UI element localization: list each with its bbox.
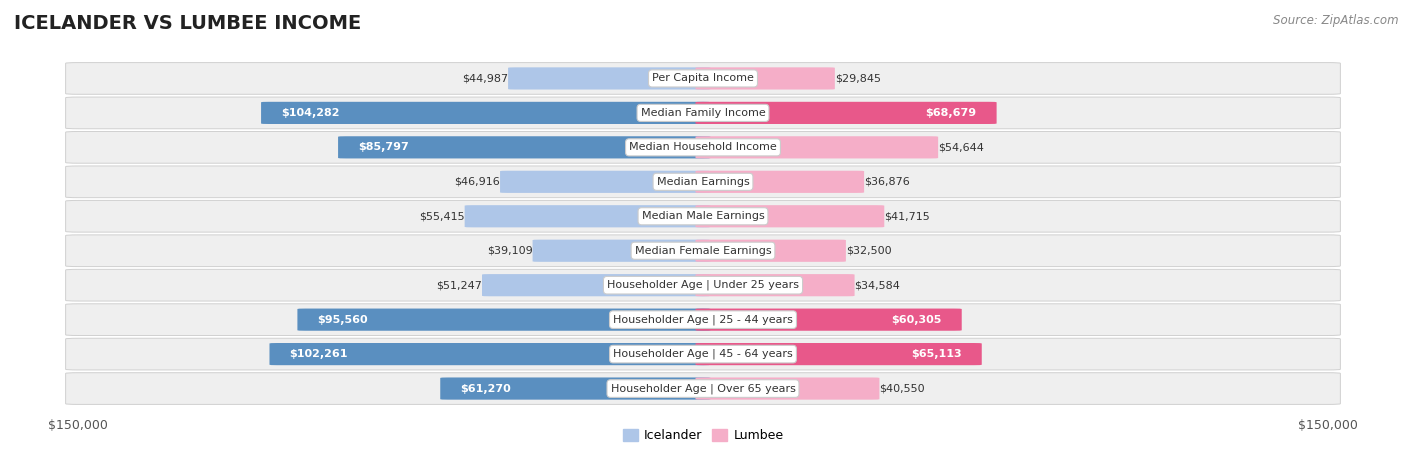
- FancyBboxPatch shape: [440, 377, 710, 400]
- FancyBboxPatch shape: [696, 102, 997, 124]
- FancyBboxPatch shape: [696, 309, 962, 331]
- Text: Median Earnings: Median Earnings: [657, 177, 749, 187]
- FancyBboxPatch shape: [262, 102, 710, 124]
- Text: $46,916: $46,916: [454, 177, 501, 187]
- FancyBboxPatch shape: [696, 377, 879, 400]
- FancyBboxPatch shape: [66, 373, 1340, 404]
- FancyBboxPatch shape: [66, 200, 1340, 232]
- Text: Per Capita Income: Per Capita Income: [652, 73, 754, 84]
- Text: Householder Age | Under 25 years: Householder Age | Under 25 years: [607, 280, 799, 290]
- Text: $102,261: $102,261: [290, 349, 349, 359]
- FancyBboxPatch shape: [533, 240, 710, 262]
- Text: Householder Age | Over 65 years: Householder Age | Over 65 years: [610, 383, 796, 394]
- Text: $61,270: $61,270: [460, 383, 510, 394]
- FancyBboxPatch shape: [482, 274, 710, 296]
- Legend: Icelander, Lumbee: Icelander, Lumbee: [617, 425, 789, 447]
- Text: $39,109: $39,109: [486, 246, 533, 256]
- Text: Median Family Income: Median Family Income: [641, 108, 765, 118]
- Text: $95,560: $95,560: [318, 315, 368, 325]
- FancyBboxPatch shape: [696, 343, 981, 365]
- FancyBboxPatch shape: [66, 235, 1340, 267]
- Text: $54,644: $54,644: [938, 142, 984, 152]
- Text: $40,550: $40,550: [879, 383, 925, 394]
- Text: $36,876: $36,876: [865, 177, 910, 187]
- FancyBboxPatch shape: [696, 136, 938, 158]
- FancyBboxPatch shape: [66, 304, 1340, 335]
- FancyBboxPatch shape: [66, 338, 1340, 370]
- Text: $65,113: $65,113: [911, 349, 962, 359]
- FancyBboxPatch shape: [501, 171, 710, 193]
- Text: $51,247: $51,247: [436, 280, 482, 290]
- FancyBboxPatch shape: [66, 63, 1340, 94]
- Text: $34,584: $34,584: [855, 280, 900, 290]
- FancyBboxPatch shape: [464, 205, 710, 227]
- FancyBboxPatch shape: [66, 269, 1340, 301]
- FancyBboxPatch shape: [66, 132, 1340, 163]
- FancyBboxPatch shape: [696, 67, 835, 90]
- Text: $85,797: $85,797: [359, 142, 409, 152]
- FancyBboxPatch shape: [696, 205, 884, 227]
- Text: $44,987: $44,987: [463, 73, 508, 84]
- Text: Median Male Earnings: Median Male Earnings: [641, 211, 765, 221]
- Text: $60,305: $60,305: [891, 315, 942, 325]
- FancyBboxPatch shape: [66, 97, 1340, 129]
- FancyBboxPatch shape: [66, 166, 1340, 198]
- Text: Source: ZipAtlas.com: Source: ZipAtlas.com: [1274, 14, 1399, 27]
- FancyBboxPatch shape: [696, 171, 865, 193]
- FancyBboxPatch shape: [508, 67, 710, 90]
- Text: $29,845: $29,845: [835, 73, 880, 84]
- FancyBboxPatch shape: [696, 240, 846, 262]
- Text: $41,715: $41,715: [884, 211, 929, 221]
- FancyBboxPatch shape: [337, 136, 710, 158]
- Text: Householder Age | 45 - 64 years: Householder Age | 45 - 64 years: [613, 349, 793, 359]
- Text: $68,679: $68,679: [925, 108, 977, 118]
- Text: Median Female Earnings: Median Female Earnings: [634, 246, 772, 256]
- Text: $104,282: $104,282: [281, 108, 340, 118]
- FancyBboxPatch shape: [696, 274, 855, 296]
- Text: $32,500: $32,500: [846, 246, 891, 256]
- FancyBboxPatch shape: [298, 309, 710, 331]
- Text: ICELANDER VS LUMBEE INCOME: ICELANDER VS LUMBEE INCOME: [14, 14, 361, 33]
- FancyBboxPatch shape: [270, 343, 710, 365]
- Text: Householder Age | 25 - 44 years: Householder Age | 25 - 44 years: [613, 314, 793, 325]
- Text: $55,415: $55,415: [419, 211, 464, 221]
- Text: Median Household Income: Median Household Income: [628, 142, 778, 152]
